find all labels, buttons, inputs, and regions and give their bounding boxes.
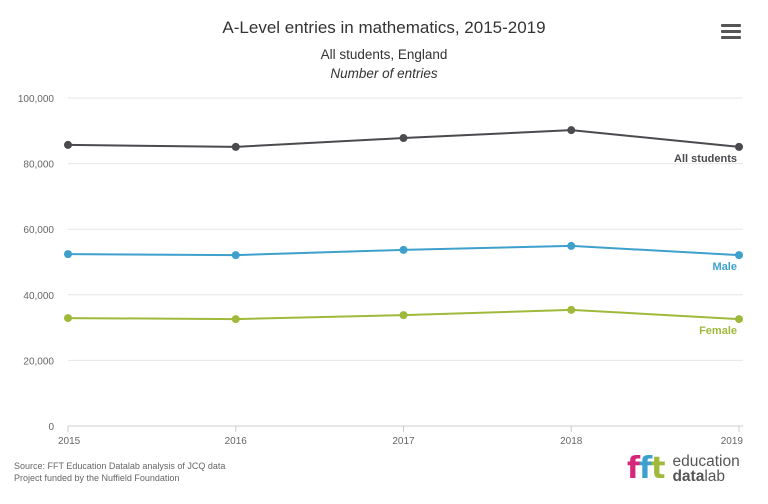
fft-education-datalab-logo: fft education datalab — [627, 452, 740, 486]
data-point-female — [567, 305, 576, 314]
y-axis: 0 20,000 40,000 60,000 80,000 100,000 — [18, 94, 55, 433]
data-point-all-students — [567, 126, 576, 135]
x-tick-label: 2019 — [721, 436, 744, 447]
y-tick-label: 0 — [48, 422, 54, 433]
data-point-all-students — [735, 142, 743, 151]
logo-line1: education — [672, 453, 740, 470]
footer: Source: FFT Education Datalab analysis o… — [14, 460, 225, 484]
series-label-all-students: All students — [674, 153, 737, 165]
y-tick-label: 60,000 — [23, 225, 54, 236]
y-tick-label: 80,000 — [23, 160, 54, 171]
x-tick-label: 2017 — [392, 436, 415, 447]
logo-line2-light: lab — [704, 468, 726, 485]
data-point-female — [399, 311, 408, 320]
fft-logo-mark: fft — [627, 451, 665, 486]
logo-line2: datalab — [672, 468, 739, 485]
series-labels: All students Male Female — [674, 153, 737, 337]
x-axis: 2015 2016 2017 2018 2019 — [58, 425, 744, 447]
data-point-male — [567, 241, 576, 250]
y-tick-label: 100,000 — [18, 94, 55, 105]
x-tick-label: 2018 — [560, 436, 583, 447]
series-lines — [64, 126, 743, 324]
gridlines — [68, 97, 743, 361]
hamburger-menu-icon[interactable] — [721, 24, 741, 42]
logo-letter-f2: f — [639, 451, 652, 486]
data-point-all-students — [64, 140, 72, 149]
chart-ylabel-subtitle: Number of entries — [330, 66, 438, 81]
x-tick-label: 2015 — [58, 436, 81, 447]
data-point-female — [735, 315, 743, 324]
logo-letter-f1: f — [627, 451, 640, 486]
data-point-male — [64, 250, 72, 259]
chart-subtitle: All students, England — [320, 47, 448, 62]
series-label-female: Female — [699, 325, 737, 337]
data-point-all-students — [231, 142, 240, 151]
logo-letter-t: t — [651, 451, 665, 486]
data-point-all-students — [399, 134, 408, 143]
data-point-female — [231, 315, 240, 324]
y-tick-label: 20,000 — [23, 356, 54, 367]
data-point-female — [64, 314, 72, 323]
data-point-male — [399, 245, 408, 254]
series-label-male: Male — [713, 261, 737, 273]
source-note: Source: FFT Education Datalab analysis o… — [14, 461, 226, 471]
chart-title: A-Level entries in mathematics, 2015-201… — [222, 18, 546, 37]
y-tick-label: 40,000 — [23, 291, 54, 302]
data-point-male — [231, 251, 240, 260]
funding-note: Project funded by the Nuffield Foundatio… — [14, 473, 180, 483]
logo-text: education datalab — [672, 453, 740, 485]
data-point-male — [735, 251, 743, 260]
x-tick-label: 2016 — [225, 436, 248, 447]
logo-line2-bold: data — [672, 468, 705, 485]
